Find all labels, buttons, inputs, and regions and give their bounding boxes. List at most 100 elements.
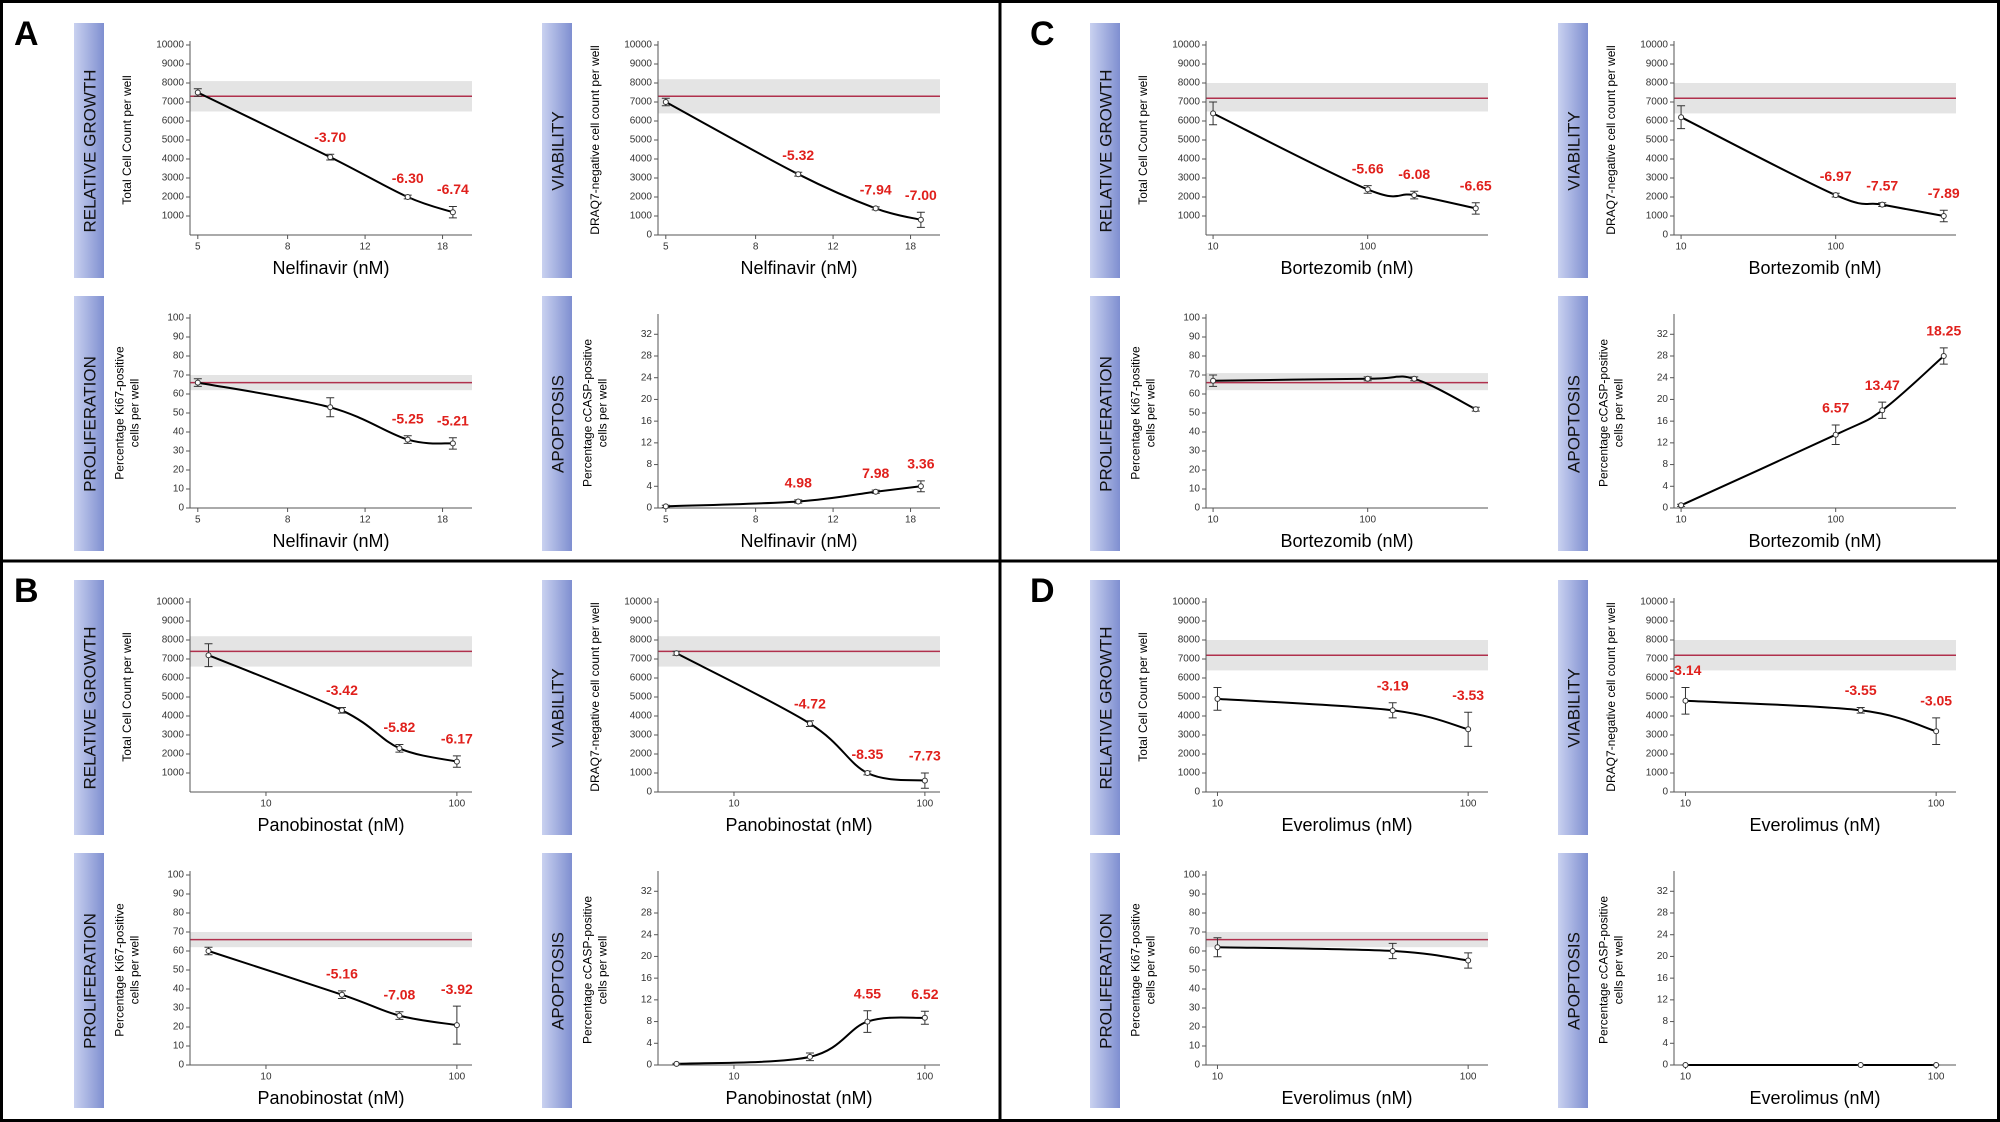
- y-axis-label: cells per well: [128, 379, 142, 448]
- point-annotation: 3.36: [907, 456, 934, 472]
- section-title: APOPTOSIS: [548, 932, 567, 1030]
- data-point: [864, 1018, 871, 1025]
- y-tick-label: 40: [173, 427, 185, 438]
- x-axis-label: Panobinostat (nM): [257, 1088, 404, 1108]
- x-axis-label: Everolimus (nM): [1749, 1088, 1880, 1108]
- section-title: APOPTOSIS: [1564, 375, 1583, 473]
- y-tick-label: 10000: [156, 40, 184, 51]
- y-tick-label: 5000: [1646, 135, 1669, 146]
- x-tick-label: 10: [1680, 1072, 1692, 1083]
- y-tick-label: 70: [173, 370, 185, 381]
- data-point: [1364, 375, 1371, 382]
- data-point: [396, 745, 403, 752]
- x-tick-label: 10: [1212, 1072, 1224, 1083]
- y-tick-label: 20: [1189, 1022, 1201, 1033]
- data-point: [1465, 726, 1472, 733]
- y-tick-label: 16: [641, 416, 653, 427]
- y-tick-label: 9000: [162, 59, 185, 70]
- y-tick-label: 1000: [630, 211, 653, 222]
- chart: RELATIVE GROWTH Total Cell Count per well…: [1090, 580, 1488, 835]
- point-annotation: 6.52: [911, 986, 938, 1002]
- point-annotation: -3.14: [1670, 662, 1702, 678]
- data-point: [1879, 407, 1886, 414]
- y-tick-label: 90: [1189, 889, 1201, 900]
- y-tick-label: 5000: [162, 135, 185, 146]
- x-tick-label: 100: [1359, 242, 1376, 253]
- y-tick-label: 7000: [1178, 97, 1201, 108]
- section-title: APOPTOSIS: [548, 375, 567, 473]
- x-axis-label: Everolimus (nM): [1281, 1088, 1412, 1108]
- y-tick-label: 2000: [162, 749, 185, 760]
- reference-band: [1206, 83, 1488, 112]
- panel-label: B: [14, 572, 39, 610]
- x-tick-label: 10: [728, 1072, 740, 1083]
- y-tick-label: 6000: [162, 673, 185, 684]
- chart: PROLIFERATION Percentage Ki67-positive cel…: [74, 296, 472, 551]
- point-annotation: -3.53: [1452, 687, 1484, 703]
- section-title: PROLIFERATION: [80, 913, 99, 1049]
- data-point: [795, 171, 802, 178]
- y-axis-label: cells per well: [596, 936, 610, 1005]
- y-tick-label: 8000: [162, 78, 185, 89]
- x-tick-label: 5: [663, 242, 669, 253]
- point-annotation: -5.21: [437, 412, 469, 428]
- panel-label: C: [1030, 15, 1055, 53]
- data-point: [1940, 213, 1947, 219]
- point-annotation: -5.25: [392, 411, 424, 427]
- y-tick-label: 9000: [1178, 59, 1201, 70]
- point-annotation: -6.17: [441, 731, 473, 747]
- chart: APOPTOSIS Percentage cCASP-positive cells …: [542, 853, 940, 1108]
- y-tick-label: 6000: [1178, 673, 1201, 684]
- data-point: [327, 404, 334, 411]
- x-tick-label: 5: [663, 515, 669, 526]
- y-tick-label: 9000: [1646, 59, 1669, 70]
- y-tick-label: 9000: [1646, 616, 1669, 627]
- section-title: PROLIFERATION: [1096, 913, 1115, 1049]
- y-tick-label: 20: [1189, 465, 1201, 476]
- x-tick-label: 12: [360, 242, 372, 253]
- data-point: [662, 503, 669, 510]
- x-axis-label: Everolimus (nM): [1749, 815, 1880, 835]
- point-annotation: -6.30: [392, 170, 424, 186]
- x-tick-label: 18: [437, 515, 449, 526]
- data-point: [205, 948, 212, 954]
- y-tick-label: 40: [173, 984, 185, 995]
- y-tick-label: 2000: [1178, 192, 1201, 203]
- point-annotation: -3.05: [1920, 693, 1952, 709]
- point-annotation: -7.00: [905, 187, 937, 203]
- data-point: [1364, 186, 1371, 193]
- y-tick-label: 3000: [162, 730, 185, 741]
- data-point: [338, 991, 345, 998]
- data-point: [1857, 707, 1864, 714]
- y-tick-label: 8000: [1646, 78, 1669, 89]
- x-tick-label: 100: [449, 1072, 466, 1083]
- point-annotation: -3.42: [326, 682, 358, 698]
- y-tick-label: 40: [1189, 984, 1201, 995]
- y-tick-label: 1000: [1178, 768, 1201, 779]
- section-title: RELATIVE GROWTH: [1096, 69, 1115, 232]
- y-tick-label: 1000: [1178, 211, 1201, 222]
- y-tick-label: 3000: [630, 730, 653, 741]
- section-banner: [542, 23, 572, 278]
- chart: PROLIFERATION Percentage Ki67-positive cel…: [1090, 296, 1488, 551]
- y-tick-label: 4000: [162, 154, 185, 165]
- x-tick-label: 10: [1676, 242, 1688, 253]
- y-tick-label: 30: [173, 1003, 185, 1014]
- point-annotation: -6.08: [1398, 166, 1430, 182]
- data-point: [1678, 114, 1685, 121]
- y-tick-label: 12: [1657, 994, 1669, 1005]
- section-title: APOPTOSIS: [1564, 932, 1583, 1030]
- data-point: [194, 89, 201, 96]
- y-tick-label: 32: [641, 329, 653, 340]
- y-axis-label: Total Cell Count per well: [120, 632, 134, 761]
- y-tick-label: 3000: [1178, 730, 1201, 741]
- x-tick-label: 5: [195, 242, 201, 253]
- x-axis-label: Bortezomib (nM): [1280, 258, 1413, 278]
- data-point: [673, 650, 680, 657]
- y-tick-label: 28: [641, 351, 653, 362]
- y-tick-label: 2000: [162, 192, 185, 203]
- y-tick-label: 5000: [630, 692, 653, 703]
- data-point: [872, 488, 879, 495]
- y-tick-label: 16: [1657, 416, 1669, 427]
- section-title: PROLIFERATION: [80, 356, 99, 492]
